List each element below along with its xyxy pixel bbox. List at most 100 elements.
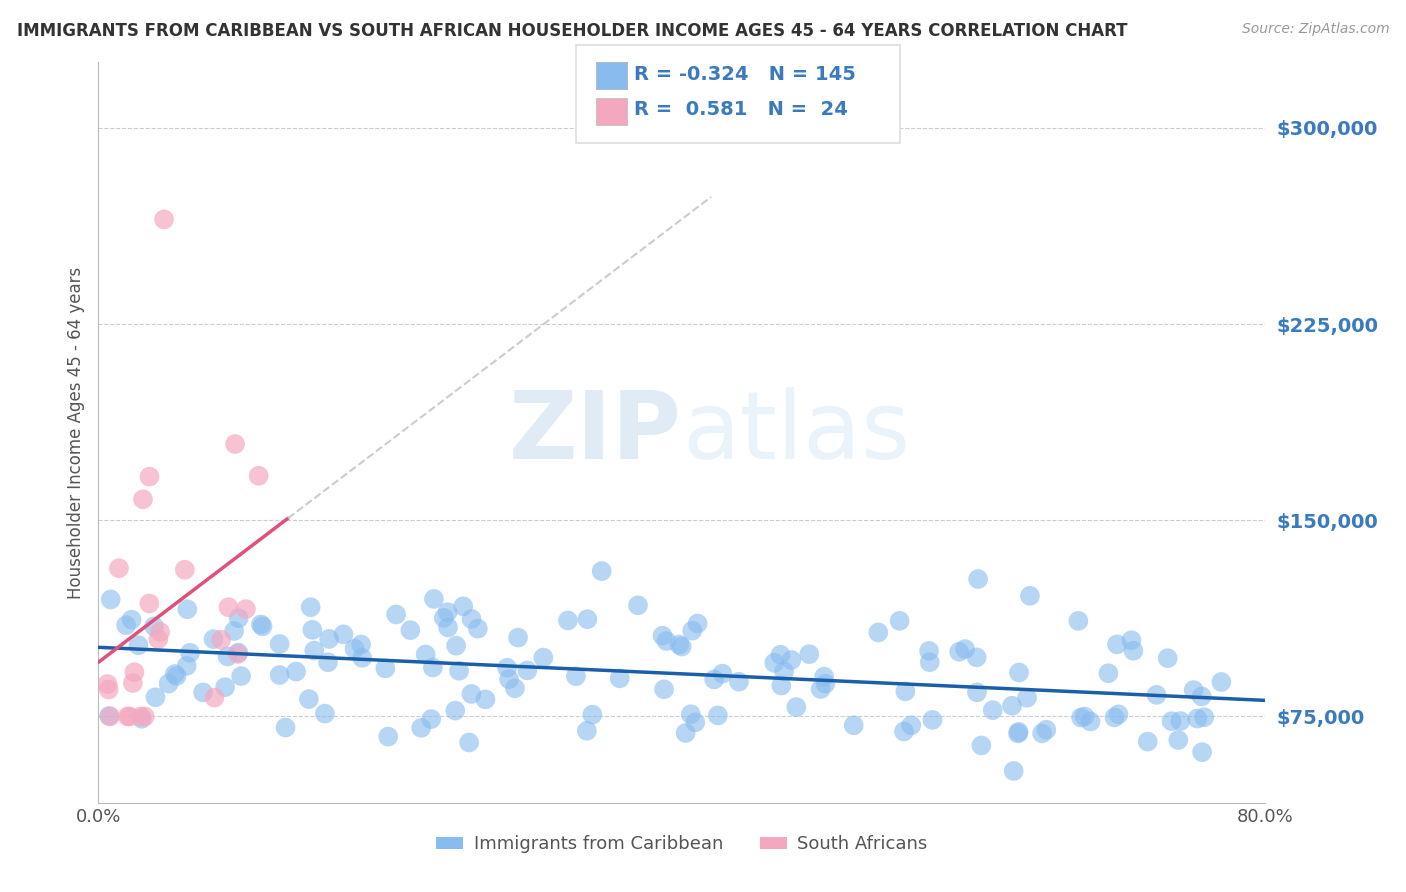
Point <box>209 632 232 647</box>
Point <box>115 618 138 632</box>
Point <box>1008 665 1031 680</box>
Point <box>686 616 709 631</box>
Point <box>247 468 270 483</box>
Point <box>285 665 308 679</box>
Point <box>98 709 121 723</box>
Point <box>460 612 482 626</box>
Point <box>191 685 214 699</box>
Point <box>121 613 143 627</box>
Point <box>444 704 467 718</box>
Point <box>1182 683 1205 698</box>
Point <box>176 659 198 673</box>
Point <box>100 592 122 607</box>
Point <box>889 614 911 628</box>
Point <box>651 629 673 643</box>
Point <box>148 632 170 646</box>
Point <box>1170 714 1192 728</box>
Point <box>444 639 467 653</box>
Point <box>1146 688 1168 702</box>
Point <box>966 685 988 699</box>
Point <box>769 648 792 662</box>
Point <box>318 632 340 646</box>
Point <box>516 664 538 678</box>
Point <box>921 713 943 727</box>
Point <box>1001 698 1024 713</box>
Point <box>269 637 291 651</box>
Point <box>1105 637 1128 651</box>
Point <box>813 670 835 684</box>
Point <box>138 597 160 611</box>
Point <box>655 634 678 648</box>
Point <box>967 572 990 586</box>
Point <box>228 646 250 660</box>
Point <box>668 638 690 652</box>
Point <box>304 643 326 657</box>
Point <box>122 676 145 690</box>
Point <box>1121 633 1143 648</box>
Point <box>228 611 250 625</box>
Point <box>138 469 160 483</box>
Point <box>332 627 354 641</box>
Point <box>377 730 399 744</box>
Point <box>565 669 588 683</box>
Point <box>214 680 236 694</box>
Point <box>1107 707 1129 722</box>
Point <box>893 724 915 739</box>
Point <box>503 681 526 696</box>
Point <box>166 669 188 683</box>
Point <box>179 646 201 660</box>
Point <box>763 656 786 670</box>
Point <box>703 673 725 687</box>
Point <box>415 648 437 662</box>
Point <box>1019 589 1042 603</box>
Point <box>173 563 195 577</box>
Point <box>298 692 321 706</box>
Point <box>773 665 796 679</box>
Point <box>98 709 121 723</box>
Text: IMMIGRANTS FROM CARIBBEAN VS SOUTH AFRICAN HOUSEHOLDER INCOME AGES 45 - 64 YEARS: IMMIGRANTS FROM CARIBBEAN VS SOUTH AFRIC… <box>17 22 1128 40</box>
Text: R =  0.581   N =  24: R = 0.581 N = 24 <box>634 100 848 120</box>
Point <box>1097 666 1119 681</box>
Point <box>269 668 291 682</box>
Point <box>157 676 180 690</box>
Point <box>436 605 458 619</box>
Point <box>202 632 225 646</box>
Point <box>474 692 496 706</box>
Point <box>1191 690 1213 704</box>
Point <box>970 739 993 753</box>
Point <box>153 212 176 227</box>
Point <box>97 682 120 697</box>
Point <box>627 599 650 613</box>
Point <box>460 687 482 701</box>
Point <box>229 669 252 683</box>
Point <box>1007 726 1029 740</box>
Point <box>842 718 865 732</box>
Point <box>124 665 146 680</box>
Point <box>274 721 297 735</box>
Point <box>224 624 246 638</box>
Point <box>176 602 198 616</box>
Point <box>576 612 599 626</box>
Point <box>652 682 675 697</box>
Point <box>679 707 702 722</box>
Point <box>685 715 707 730</box>
Point <box>1194 710 1216 724</box>
Text: Source: ZipAtlas.com: Source: ZipAtlas.com <box>1241 22 1389 37</box>
Point <box>374 661 396 675</box>
Point <box>449 664 471 678</box>
Point <box>728 674 751 689</box>
Point <box>894 684 917 698</box>
Point <box>399 623 422 637</box>
Text: ZIP: ZIP <box>509 386 682 479</box>
Point <box>900 718 922 732</box>
Point <box>810 681 832 696</box>
Point <box>314 706 336 721</box>
Text: atlas: atlas <box>682 386 910 479</box>
Point <box>420 712 443 726</box>
Point <box>785 700 807 714</box>
Point <box>299 600 322 615</box>
Y-axis label: Householder Income Ages 45 - 64 years: Householder Income Ages 45 - 64 years <box>66 267 84 599</box>
Point <box>948 645 970 659</box>
Point <box>131 712 153 726</box>
Point <box>218 600 240 615</box>
